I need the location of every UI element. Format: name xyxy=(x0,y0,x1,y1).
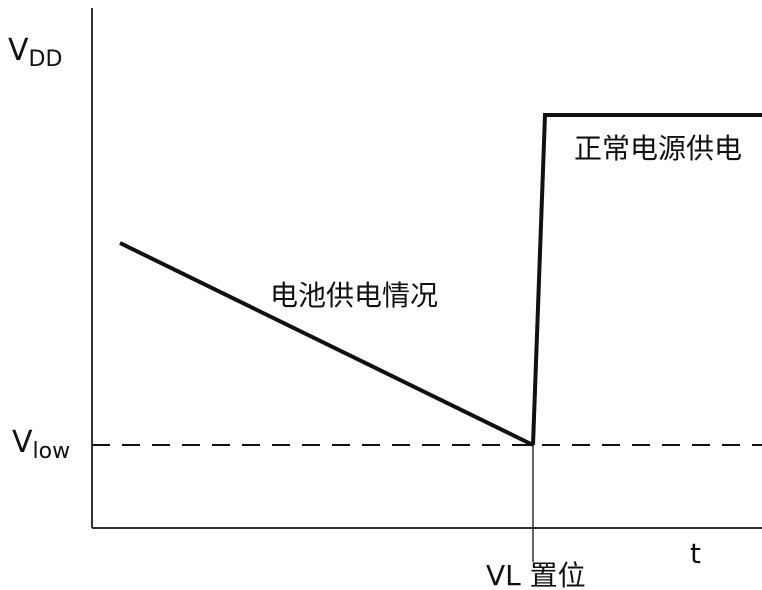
normal-power-curve xyxy=(531,113,762,446)
vlow-label: Vlow xyxy=(12,425,70,464)
vlow-label-main: V xyxy=(12,425,33,460)
vdd-label-sub: DD xyxy=(29,47,63,72)
vl-set-label: VL 置位 xyxy=(486,559,586,590)
x-axis-label: t xyxy=(690,537,701,570)
battery-supply-label: 电池供电情况 xyxy=(270,279,438,312)
vlow-label-sub: low xyxy=(33,439,71,464)
normal-supply-label: 正常电源供电 xyxy=(574,132,742,165)
vdd-label-main: V xyxy=(8,33,29,68)
battery-discharge-line xyxy=(119,241,534,447)
vdd-label: VDD xyxy=(8,33,62,72)
